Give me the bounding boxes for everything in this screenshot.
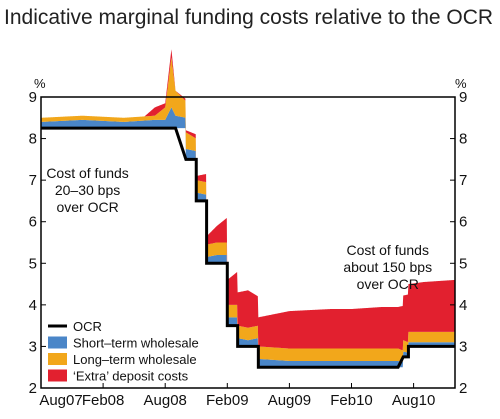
x-tick-label: Feb10 <box>330 392 373 409</box>
y-tick-label-right: 2 <box>459 380 467 397</box>
y-tick-label-right: 6 <box>459 214 467 231</box>
x-axis: Aug07 Feb08 Aug08 Feb09 Aug09 Feb10 Aug10 <box>39 383 435 409</box>
x-tick-label: Aug09 <box>268 392 311 409</box>
y-tick-label-right: 3 <box>459 338 467 355</box>
ocr-line <box>41 126 455 369</box>
y-tick-label-right: 9 <box>459 89 467 106</box>
annotation-right: Cost of funds about 150 bps over OCR <box>343 242 432 292</box>
y-tick-label-left: 3 <box>29 338 37 355</box>
legend-swatch-extra-deposit-costs <box>48 369 67 382</box>
y-tick-label-right: 7 <box>459 172 467 189</box>
annotations: Cost of funds 20–30 bps over OCR Cost of fu… <box>46 165 432 292</box>
y-tick-label-right: 8 <box>459 131 467 148</box>
x-tick-label: Aug07 <box>39 392 82 409</box>
x-tick-label: Feb09 <box>206 392 249 409</box>
y-tick-label-left: 7 <box>29 172 37 189</box>
y-tick-label-right: 4 <box>459 297 467 314</box>
stacked-areas <box>41 49 455 368</box>
y-tick-label-left: 2 <box>29 380 37 397</box>
y-tick-label-left: 4 <box>29 297 37 314</box>
legend-label-ocr: OCR <box>73 319 102 334</box>
plot-frame <box>40 96 456 389</box>
annotation-left: Cost of funds 20–30 bps over OCR <box>46 165 129 215</box>
page-title: Indicative marginal funding costs relati… <box>4 6 494 29</box>
ocr-line-layer <box>41 126 455 369</box>
x-tick-label: Feb08 <box>82 392 125 409</box>
y-tick-label-left: 9 <box>29 89 37 106</box>
y-unit-right: % <box>455 76 467 91</box>
legend-swatch-short-term-wholesale <box>48 336 67 349</box>
x-tick-label: Aug08 <box>144 392 187 409</box>
area-extra-deposit-costs <box>41 49 455 351</box>
y-tick-label-left: 5 <box>29 255 37 272</box>
legend-label-long-term-wholesale: Long–term wholesale <box>73 352 197 367</box>
legend-swatch-long-term-wholesale <box>48 353 67 365</box>
y-tick-label-left: 8 <box>29 131 37 148</box>
y-tick-label-left: 6 <box>29 214 37 231</box>
legend-label-short-term-wholesale: Short–term wholesale <box>73 336 199 351</box>
y-tick-label-right: 5 <box>459 255 467 272</box>
y-axis: 2 2 3 3 4 4 5 5 6 6 7 7 8 8 9 9 <box>29 89 468 397</box>
y-unit-left: % <box>34 76 46 91</box>
legend-label-extra-deposit-costs: ‘Extra’ deposit costs <box>73 369 189 384</box>
x-tick-label: Aug10 <box>392 392 435 409</box>
